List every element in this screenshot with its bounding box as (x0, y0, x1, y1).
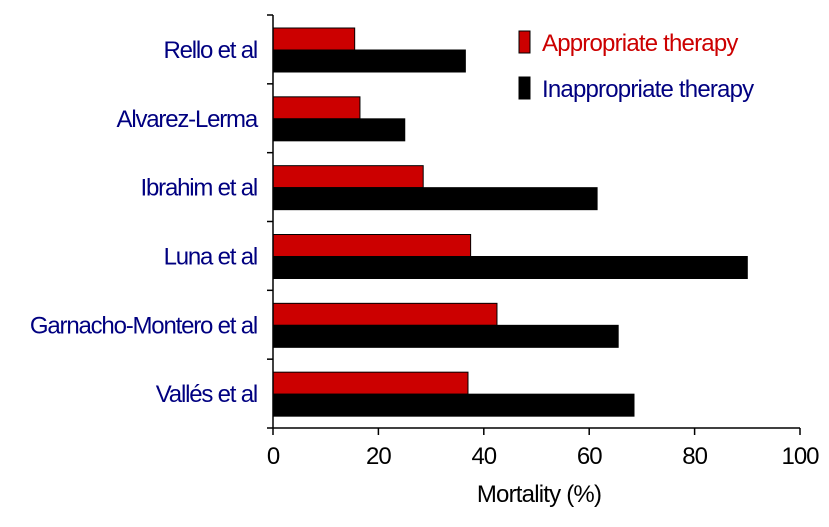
bar-appropriate-1 (272, 96, 361, 120)
bar-appropriate-4 (272, 302, 498, 326)
axes-layer (267, 14, 801, 435)
category-label: Garnacho-Montero et al (30, 312, 257, 339)
bar-appropriate-5 (272, 371, 469, 395)
x-tick-label: 80 (682, 443, 707, 470)
bar-appropriate-3 (272, 234, 472, 257)
category-label: Ibrahim et al (141, 175, 257, 202)
x-tick-label: 40 (471, 443, 496, 470)
bar-inappropriate-2 (272, 187, 598, 211)
labels-layer: Rello et al Alvarez-Lerma Ibrahim et al Lun… (30, 37, 820, 508)
x-tick-label: 20 (366, 443, 391, 470)
bar-inappropriate-1 (272, 118, 406, 142)
bar-inappropriate-3 (272, 256, 748, 279)
legend: Appropriate therapy Inappropriate therapy (518, 30, 755, 103)
bar-appropriate-0 (272, 27, 356, 51)
bar-inappropriate-5 (272, 393, 635, 417)
legend-label-appropriate: Appropriate therapy (542, 30, 738, 57)
category-label: Alvarez-Lerma (117, 106, 259, 133)
x-tick-label: 60 (577, 443, 602, 470)
bar-appropriate-2 (272, 165, 424, 189)
bar-inappropriate-4 (272, 324, 619, 348)
legend-label-inappropriate: Inappropriate therapy (542, 76, 754, 103)
x-tick-label: 0 (267, 443, 280, 470)
bar-inappropriate-0 (272, 49, 466, 73)
category-label: Luna et al (164, 244, 257, 271)
x-tick-label: 100 (781, 443, 819, 470)
category-label: Vallés et al (156, 381, 257, 408)
x-axis-title: Mortality (%) (477, 481, 601, 508)
legend-swatch-appropriate (518, 30, 531, 54)
legend-swatch-inappropriate (518, 76, 531, 100)
category-label: Rello et al (163, 37, 257, 64)
